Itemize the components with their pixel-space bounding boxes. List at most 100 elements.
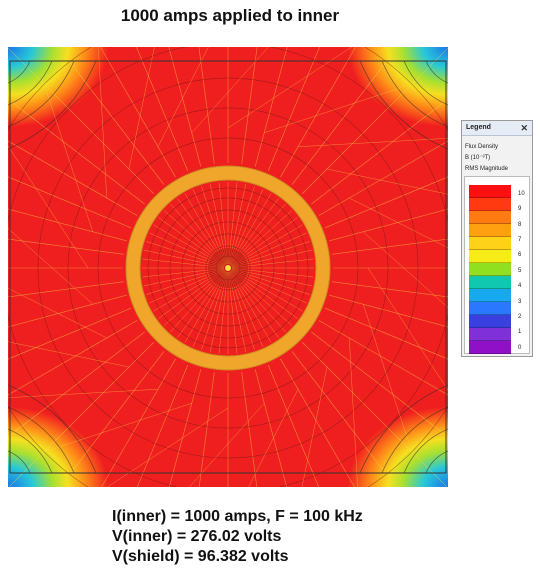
mesh-circle xyxy=(169,209,287,327)
corner-contour xyxy=(8,60,53,106)
mesh-line xyxy=(218,271,228,354)
mesh-line xyxy=(58,47,165,185)
mesh-line xyxy=(231,224,303,267)
corner-contour xyxy=(403,60,448,106)
mesh-line xyxy=(228,271,255,350)
mesh-line xyxy=(297,138,448,148)
legend-mode: RMS Magnitude xyxy=(465,166,509,172)
mesh-circle xyxy=(215,255,241,281)
mesh-line xyxy=(8,281,124,298)
mesh-line xyxy=(44,402,192,453)
mesh-line xyxy=(311,98,448,205)
mesh-line xyxy=(163,270,226,326)
mesh-line xyxy=(228,186,255,265)
mesh-line xyxy=(43,84,94,232)
mesh-line xyxy=(218,182,228,265)
mesh-line xyxy=(8,307,132,360)
mesh-line xyxy=(332,238,448,255)
scale-cell xyxy=(469,237,511,250)
mesh-line xyxy=(231,241,310,268)
mesh-line xyxy=(142,268,225,278)
scale-cell xyxy=(469,224,511,237)
legend-quantity: Flux Density xyxy=(465,144,499,150)
mesh-line xyxy=(184,271,227,343)
mesh-line xyxy=(229,193,272,265)
legend-header: Legend ✕ xyxy=(462,121,532,136)
scale-tick-label: 9 xyxy=(518,206,522,213)
corner-top-right xyxy=(348,47,448,127)
scale-tick-label: 10 xyxy=(518,191,525,197)
mesh-line xyxy=(311,331,448,438)
mesh-line xyxy=(170,270,226,333)
mesh-line xyxy=(230,271,279,338)
mesh-line xyxy=(324,307,448,360)
mesh-line xyxy=(8,388,159,398)
mesh-line xyxy=(231,269,307,304)
mesh-line xyxy=(8,140,138,216)
mesh-line xyxy=(8,287,107,339)
mesh-line xyxy=(228,271,247,353)
mesh-line xyxy=(153,224,225,267)
mesh-line xyxy=(163,210,226,266)
scale-cell xyxy=(469,276,511,289)
mesh-line xyxy=(8,294,127,328)
mesh-line xyxy=(100,47,176,178)
mesh-line xyxy=(8,331,145,438)
mesh-line xyxy=(192,189,227,265)
mesh-line xyxy=(280,358,355,487)
inner-voltage-line: V(inner) = 276.02 volts xyxy=(112,528,282,545)
scale-cell xyxy=(469,315,511,328)
mesh-line xyxy=(158,217,225,266)
mesh-line xyxy=(329,294,448,328)
mesh-line xyxy=(201,271,228,350)
mesh-line xyxy=(241,372,258,487)
mesh-line xyxy=(209,183,228,265)
field-map xyxy=(8,47,448,487)
mesh-circle xyxy=(37,77,419,459)
mesh-line xyxy=(302,342,448,487)
mesh-line xyxy=(230,270,293,326)
mesh-line xyxy=(231,268,313,287)
mesh-line xyxy=(228,182,238,265)
mesh-line xyxy=(170,203,226,266)
legend-scale-panel: 10 9 8 7 6 5 4 3 2 1 0 xyxy=(464,176,530,354)
mesh-line xyxy=(318,140,448,216)
corner-bottom-left xyxy=(8,407,108,487)
mesh-line xyxy=(229,189,264,265)
scale-tick-label: 6 xyxy=(518,252,522,259)
mesh-line xyxy=(97,47,108,199)
mesh-line xyxy=(146,241,225,268)
mesh-line xyxy=(231,270,298,319)
mesh-circle xyxy=(205,245,251,291)
mesh-line xyxy=(146,268,225,295)
mesh-line xyxy=(8,320,138,396)
mesh-line xyxy=(8,176,132,229)
mesh-circle xyxy=(67,107,389,429)
shield-ring-edge-inner xyxy=(139,179,317,357)
mesh-line xyxy=(228,183,247,265)
mesh-line xyxy=(332,281,448,298)
mesh-line xyxy=(177,198,226,265)
scale-cell xyxy=(469,289,511,302)
mesh-line xyxy=(267,47,320,172)
mesh-circle xyxy=(97,137,359,399)
scale-cell xyxy=(469,328,511,341)
corner-contour xyxy=(381,60,448,128)
scale-cell xyxy=(469,341,511,354)
corner-contour xyxy=(8,406,75,474)
mesh-line xyxy=(158,270,225,319)
scale-cell xyxy=(469,250,511,263)
mesh-line xyxy=(157,47,209,147)
corner-contour xyxy=(8,60,97,150)
mesh-line xyxy=(184,193,227,265)
mesh-line xyxy=(367,267,448,391)
scale-cell xyxy=(469,185,511,198)
mesh-line xyxy=(136,364,189,487)
scale-cell xyxy=(469,302,511,315)
mesh-line xyxy=(231,258,314,268)
close-icon[interactable]: ✕ xyxy=(520,123,528,133)
current-frequency-line: I(inner) = 1000 amps, F = 100 kHz xyxy=(112,508,363,525)
mesh-lines xyxy=(8,47,448,487)
mesh-line xyxy=(230,203,286,266)
scale-tick-label: 7 xyxy=(518,237,522,244)
